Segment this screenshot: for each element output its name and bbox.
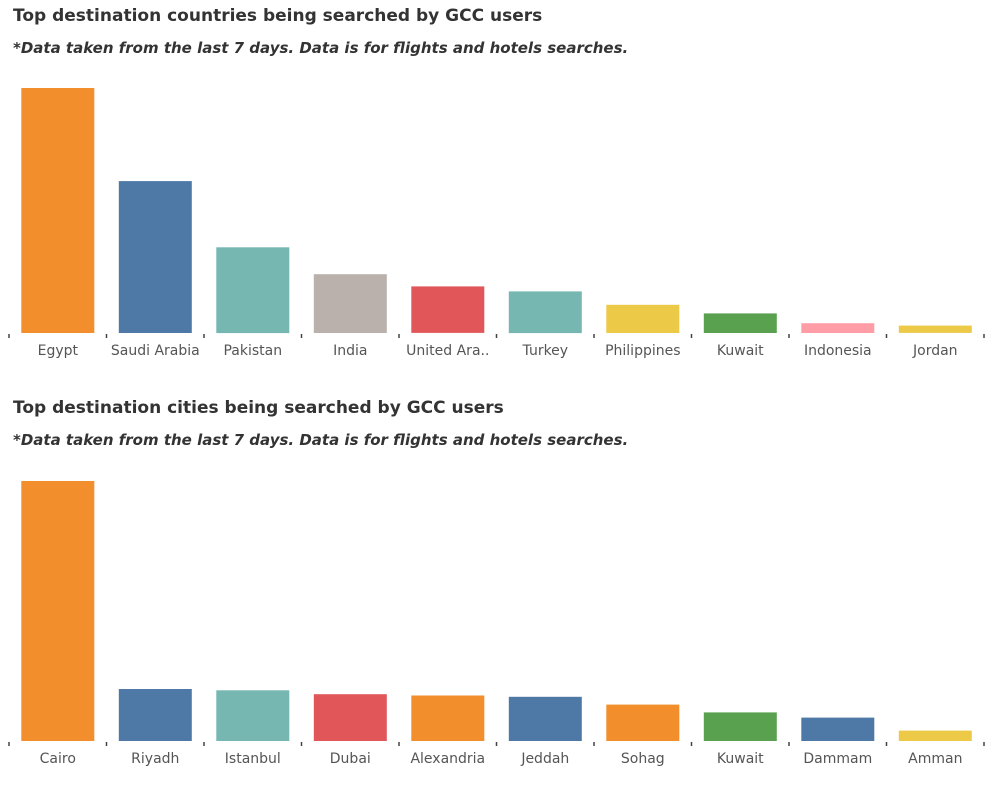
countries-chart-panel: Top destination countries being searched… <box>0 0 998 392</box>
bar-pakistan[interactable] <box>216 247 290 334</box>
x-tick-label: United Ara.. <box>406 343 489 359</box>
bar-istanbul[interactable] <box>216 690 290 741</box>
x-tick-label: Egypt <box>38 343 79 359</box>
x-tick-label: Philippines <box>605 343 680 359</box>
bar-kuwait[interactable] <box>703 712 777 741</box>
bar-dammam[interactable] <box>801 717 875 741</box>
bar-saudi-arabia[interactable] <box>118 181 192 333</box>
x-tick-label: Jordan <box>912 343 958 359</box>
x-tick-label: Sohag <box>621 751 665 767</box>
x-tick-label: Dubai <box>330 751 371 767</box>
bar-alexandria[interactable] <box>411 695 485 742</box>
x-tick-label: Indonesia <box>804 343 872 359</box>
x-tick-label: Cairo <box>40 751 76 767</box>
x-tick-label: Kuwait <box>717 751 764 767</box>
bar-indonesia[interactable] <box>801 323 875 333</box>
x-tick-label: Amman <box>908 751 962 767</box>
bar-india[interactable] <box>313 274 387 333</box>
chart-subtitle: *Data taken from the last 7 days. Data i… <box>13 39 629 57</box>
x-tick-label: Istanbul <box>225 751 281 767</box>
bar-philippines[interactable] <box>606 304 680 333</box>
cities-bar-chart: Cairo Riyadh Istanbul Dubai Alexandria Jeddah… <box>8 481 985 767</box>
chart-title: Top destination countries being searched… <box>13 6 543 26</box>
x-tick-label: Pakistan <box>223 343 282 359</box>
bar-turkey[interactable] <box>508 291 582 334</box>
bar-dubai[interactable] <box>313 694 387 741</box>
bar-sohag[interactable] <box>606 704 680 741</box>
x-tick-label: Dammam <box>803 751 872 767</box>
bar-amman[interactable] <box>898 730 972 741</box>
bar-cairo[interactable] <box>21 481 95 741</box>
x-tick-label: Alexandria <box>410 751 485 767</box>
bar-united-ara[interactable] <box>411 286 485 333</box>
countries-bar-chart: Egypt Saudi Arabia Pakistan India United Ara… <box>8 88 985 359</box>
bar-jordan[interactable] <box>898 325 972 333</box>
bar-jeddah[interactable] <box>508 696 582 741</box>
cities-chart-panel: Top destination cities being searched by… <box>0 392 998 789</box>
x-tick-label: Turkey <box>522 343 569 359</box>
x-tick-label: Saudi Arabia <box>111 343 200 359</box>
x-tick-label: Kuwait <box>717 343 764 359</box>
x-tick-label: India <box>333 343 367 359</box>
x-tick-label: Riyadh <box>131 751 179 767</box>
bar-kuwait[interactable] <box>703 313 777 333</box>
bar-riyadh[interactable] <box>118 689 192 741</box>
x-tick-label: Jeddah <box>520 751 569 767</box>
chart-subtitle: *Data taken from the last 7 days. Data i… <box>13 431 629 449</box>
chart-title: Top destination cities being searched by… <box>13 398 504 418</box>
bar-egypt[interactable] <box>21 88 95 333</box>
